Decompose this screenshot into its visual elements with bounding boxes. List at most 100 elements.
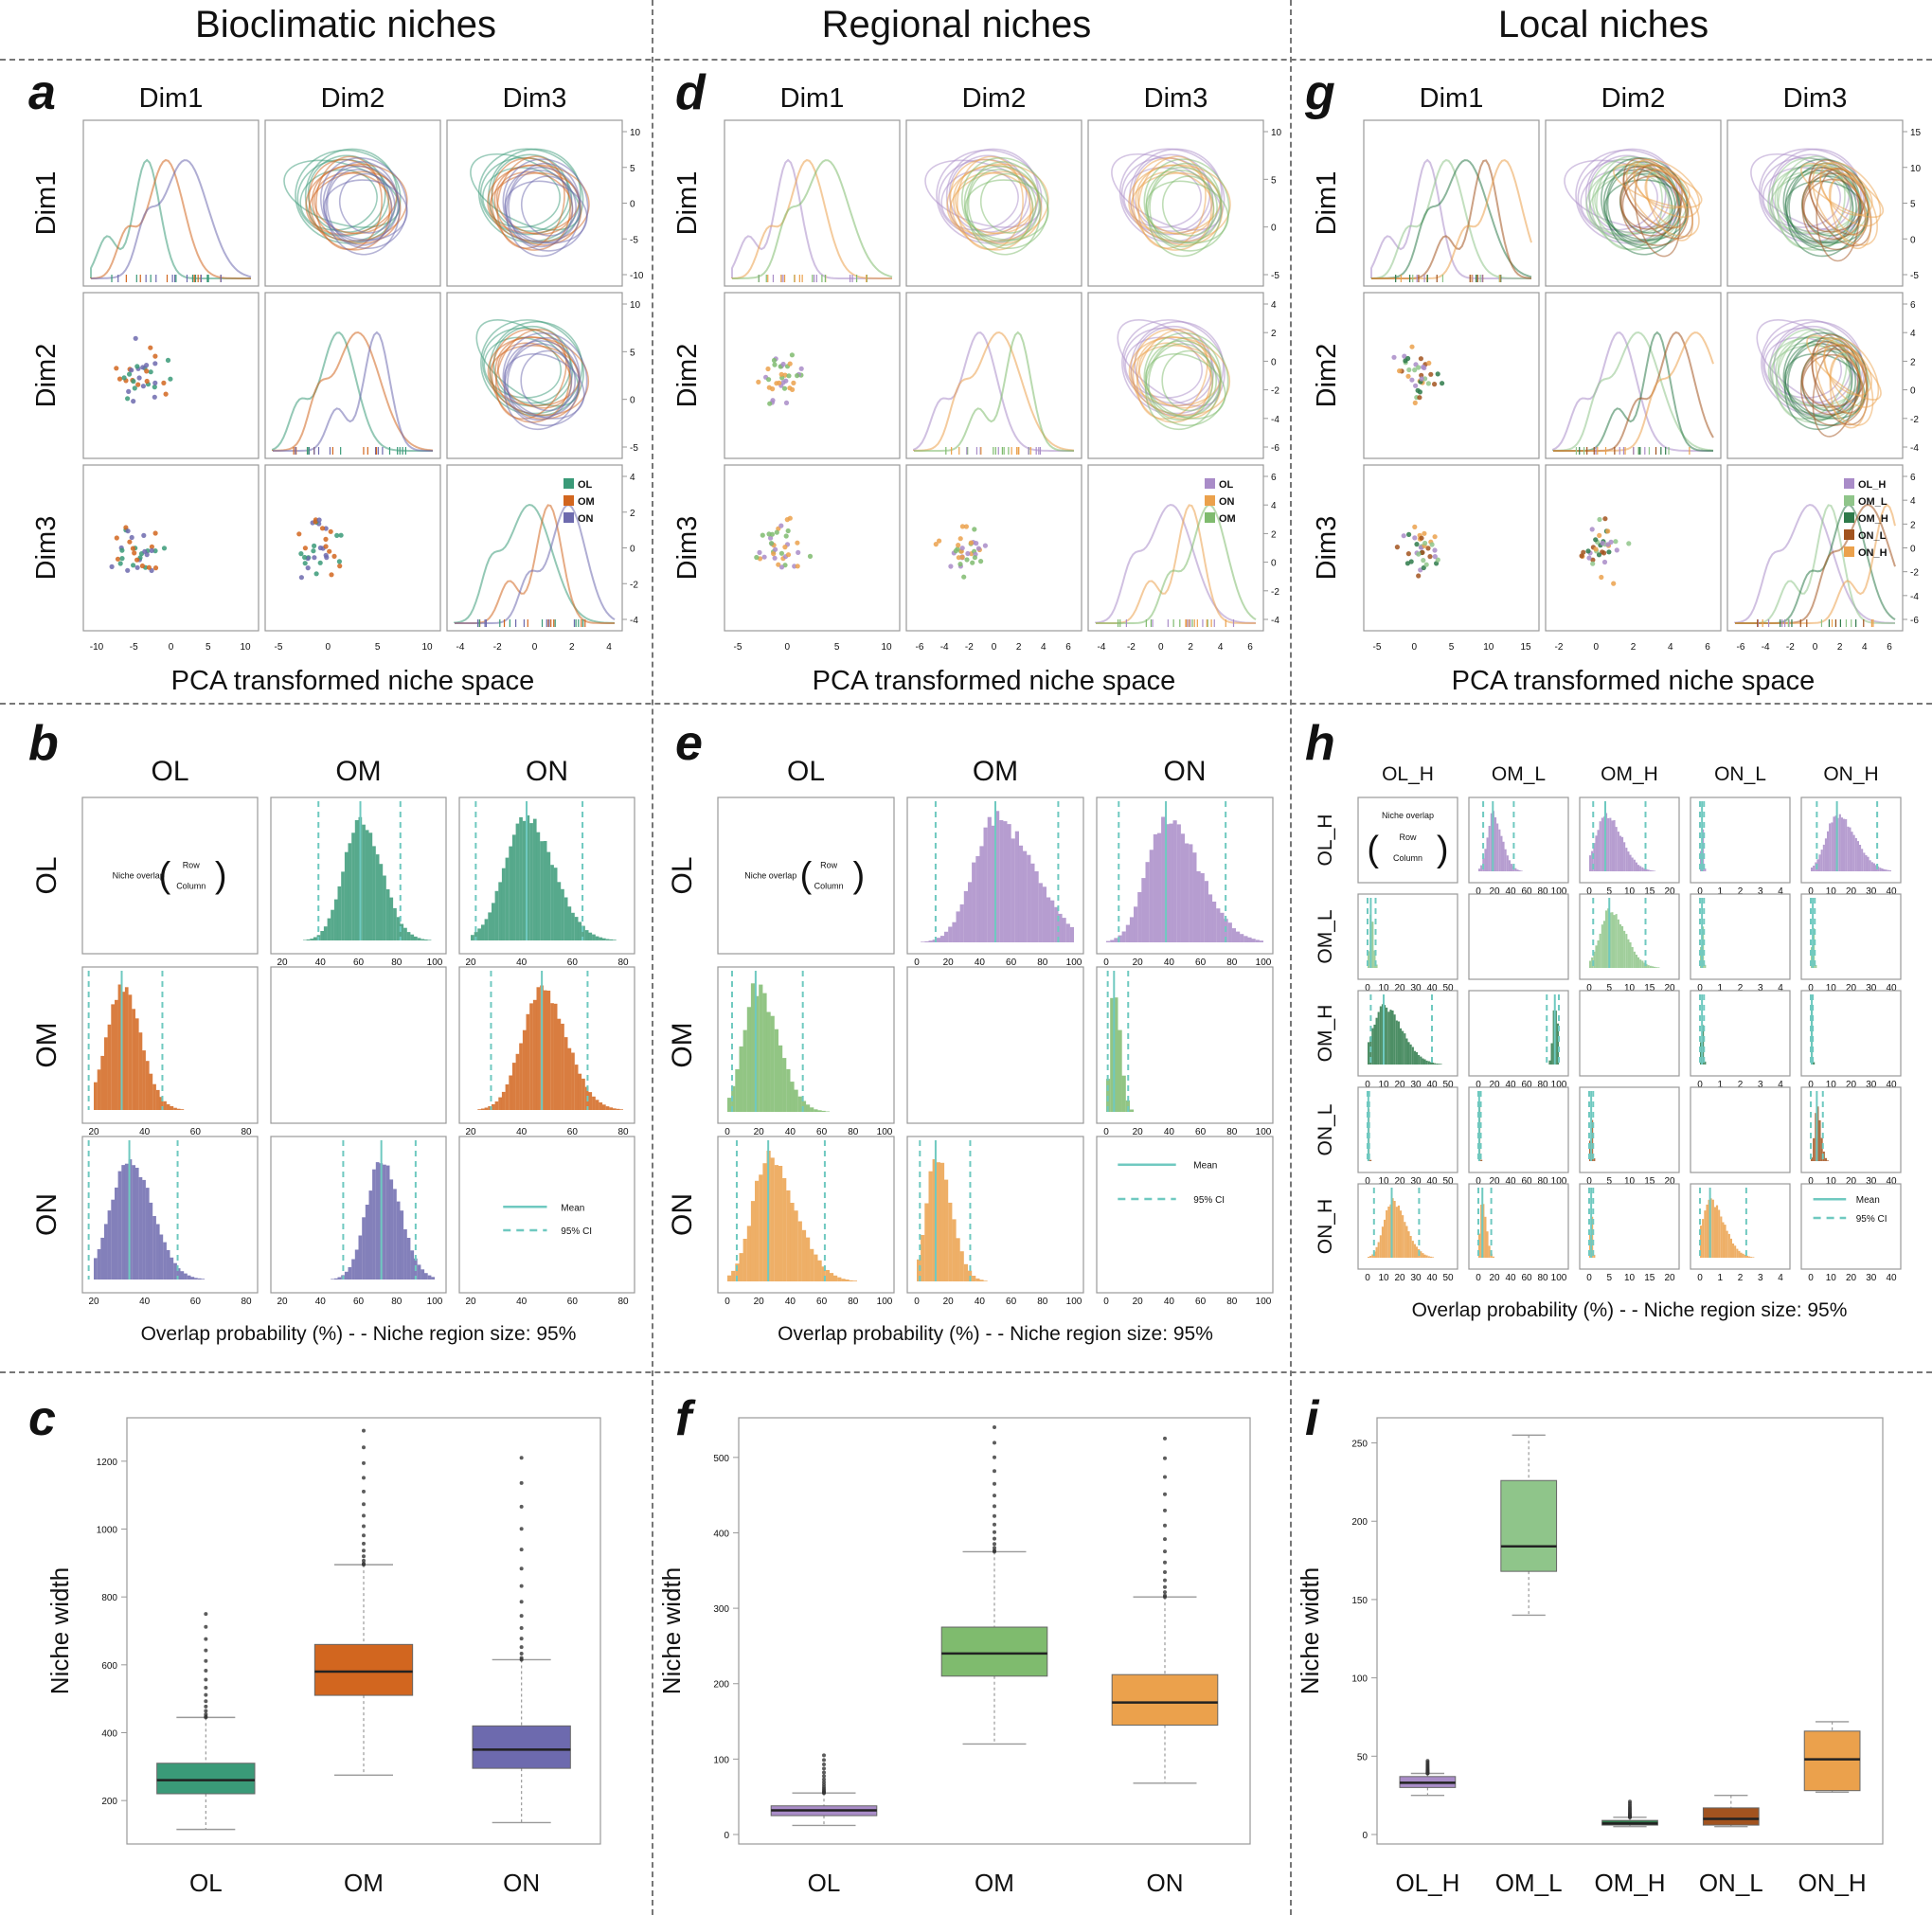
pca-cell-frame [905, 464, 1082, 632]
histogram-bar [170, 1257, 174, 1280]
scatter-point [1586, 555, 1592, 561]
outlier-point [204, 1658, 208, 1663]
panel-label-d: d [675, 65, 706, 120]
histogram-bar [522, 1029, 527, 1110]
legend-swatch [1844, 546, 1854, 557]
scatter-point [783, 533, 789, 539]
overlap-x-tick-label: 3 [1758, 1080, 1763, 1090]
histogram-bar [1649, 869, 1652, 871]
histogram-bar [1062, 918, 1066, 942]
overlap-row-header: ON_L [1315, 1104, 1336, 1156]
histogram-bar [1384, 1219, 1386, 1258]
overlap-x-tick-label: 15 [1644, 1176, 1655, 1187]
niche-ellipse [1144, 352, 1226, 420]
histogram-bar [806, 1104, 811, 1112]
histogram-bar [1645, 868, 1648, 871]
histogram-bar [1185, 843, 1190, 942]
outlier-point [519, 1626, 524, 1630]
overlap-cell-frame [1579, 1183, 1680, 1270]
histogram-bar [571, 1052, 575, 1110]
pca-x-tick-label: 2 [1631, 642, 1637, 653]
histogram-bar [1371, 1254, 1374, 1258]
box-iqr [1500, 1479, 1558, 1572]
histogram-bar [837, 1277, 842, 1281]
histogram-bar [1643, 868, 1646, 871]
histogram-bar [1255, 940, 1260, 942]
legend-swatch [1844, 478, 1854, 489]
histogram-bar [790, 1082, 795, 1112]
histogram-bar [1518, 869, 1521, 871]
histogram-bar [1176, 824, 1181, 942]
pca-x-tick-label: -4 [940, 642, 949, 653]
outlier-point [362, 1548, 366, 1553]
histogram-bar [975, 1278, 980, 1281]
histogram-bar [928, 1171, 933, 1281]
histogram-bar [571, 912, 575, 940]
histogram-bar [424, 1273, 428, 1280]
histogram-bar [939, 936, 945, 942]
overlap-note-paren-right: ) [215, 856, 227, 896]
niche-ellipse [503, 336, 581, 431]
overlap-x-tick-label: 0 [724, 1127, 730, 1137]
overlap-x-tick-label: 30 [1866, 1080, 1877, 1090]
histogram-bar [546, 991, 551, 1110]
histogram-bar [1734, 1245, 1737, 1258]
histogram-bar [333, 1278, 338, 1280]
outlier-point [1163, 1492, 1167, 1496]
histogram-bar [1724, 1225, 1726, 1258]
histogram-bar [825, 1111, 830, 1112]
histogram-bar [372, 846, 376, 940]
box-x-category-label: ON [1147, 1869, 1184, 1897]
scatter-point [1406, 531, 1412, 538]
histogram-bar [1702, 926, 1705, 968]
niche-ellipse [1633, 158, 1700, 218]
overlap-x-tick-label: 60 [1006, 1297, 1017, 1307]
box-x-category-label: OM_L [1495, 1869, 1563, 1897]
histogram-bar [1591, 850, 1594, 871]
histogram-bar [134, 1168, 139, 1280]
scatter-point [773, 546, 778, 552]
scatter-point [149, 544, 154, 549]
histogram-bar [1129, 1109, 1135, 1112]
scatter-point [152, 565, 159, 571]
overlap-x-tick-label: 100 [877, 1127, 893, 1137]
box-x-category-label: OL [808, 1869, 841, 1897]
overlap-x-tick-label: 0 [1697, 1273, 1703, 1283]
scatter-point [144, 378, 150, 385]
histogram-bar [1593, 1254, 1596, 1258]
overlap-x-tick-label: 60 [1521, 886, 1532, 897]
overlap-x-tick-label: 10 [1826, 1176, 1837, 1187]
outlier-point [993, 1530, 996, 1534]
overlap-x-tick-label: 0 [1808, 1080, 1814, 1090]
histogram-bar [1625, 848, 1628, 871]
histogram-bar [410, 934, 415, 940]
overlap-axis-title: Overlap probability (%) - - Niche region… [141, 1323, 577, 1345]
outlier-point [362, 1561, 366, 1566]
box-y-tick-label: 100 [713, 1755, 729, 1765]
niche-ellipse [1625, 160, 1700, 238]
histogram-bar [845, 1280, 850, 1281]
overlap-x-tick-label: 20 [465, 958, 476, 968]
histogram-bar [727, 1275, 732, 1281]
scatter-point [756, 379, 761, 385]
overlap-x-tick-label: 2 [1738, 983, 1744, 993]
histogram-bar [592, 934, 596, 940]
scatter-point [1422, 540, 1428, 546]
histogram-bar [1427, 1061, 1430, 1065]
histogram-bar [1411, 1241, 1414, 1258]
histogram-bar [1615, 914, 1618, 968]
overlap-row-header: OL [667, 856, 698, 894]
scatter-point [1579, 553, 1584, 559]
histogram-bar [1240, 934, 1244, 942]
outlier-point [1163, 1475, 1167, 1479]
overlap-x-tick-label: 20 [1133, 1127, 1144, 1137]
histogram-bar [1420, 1056, 1422, 1065]
scatter-point [317, 560, 323, 565]
niche-ellipse [1644, 174, 1689, 229]
histogram-bar [368, 1190, 373, 1280]
histogram-bar [1405, 1226, 1408, 1258]
histogram-bar [1427, 1256, 1430, 1258]
histogram-bar [1704, 1210, 1707, 1258]
histogram-bar [138, 1032, 143, 1110]
histogram-bar [303, 940, 307, 941]
